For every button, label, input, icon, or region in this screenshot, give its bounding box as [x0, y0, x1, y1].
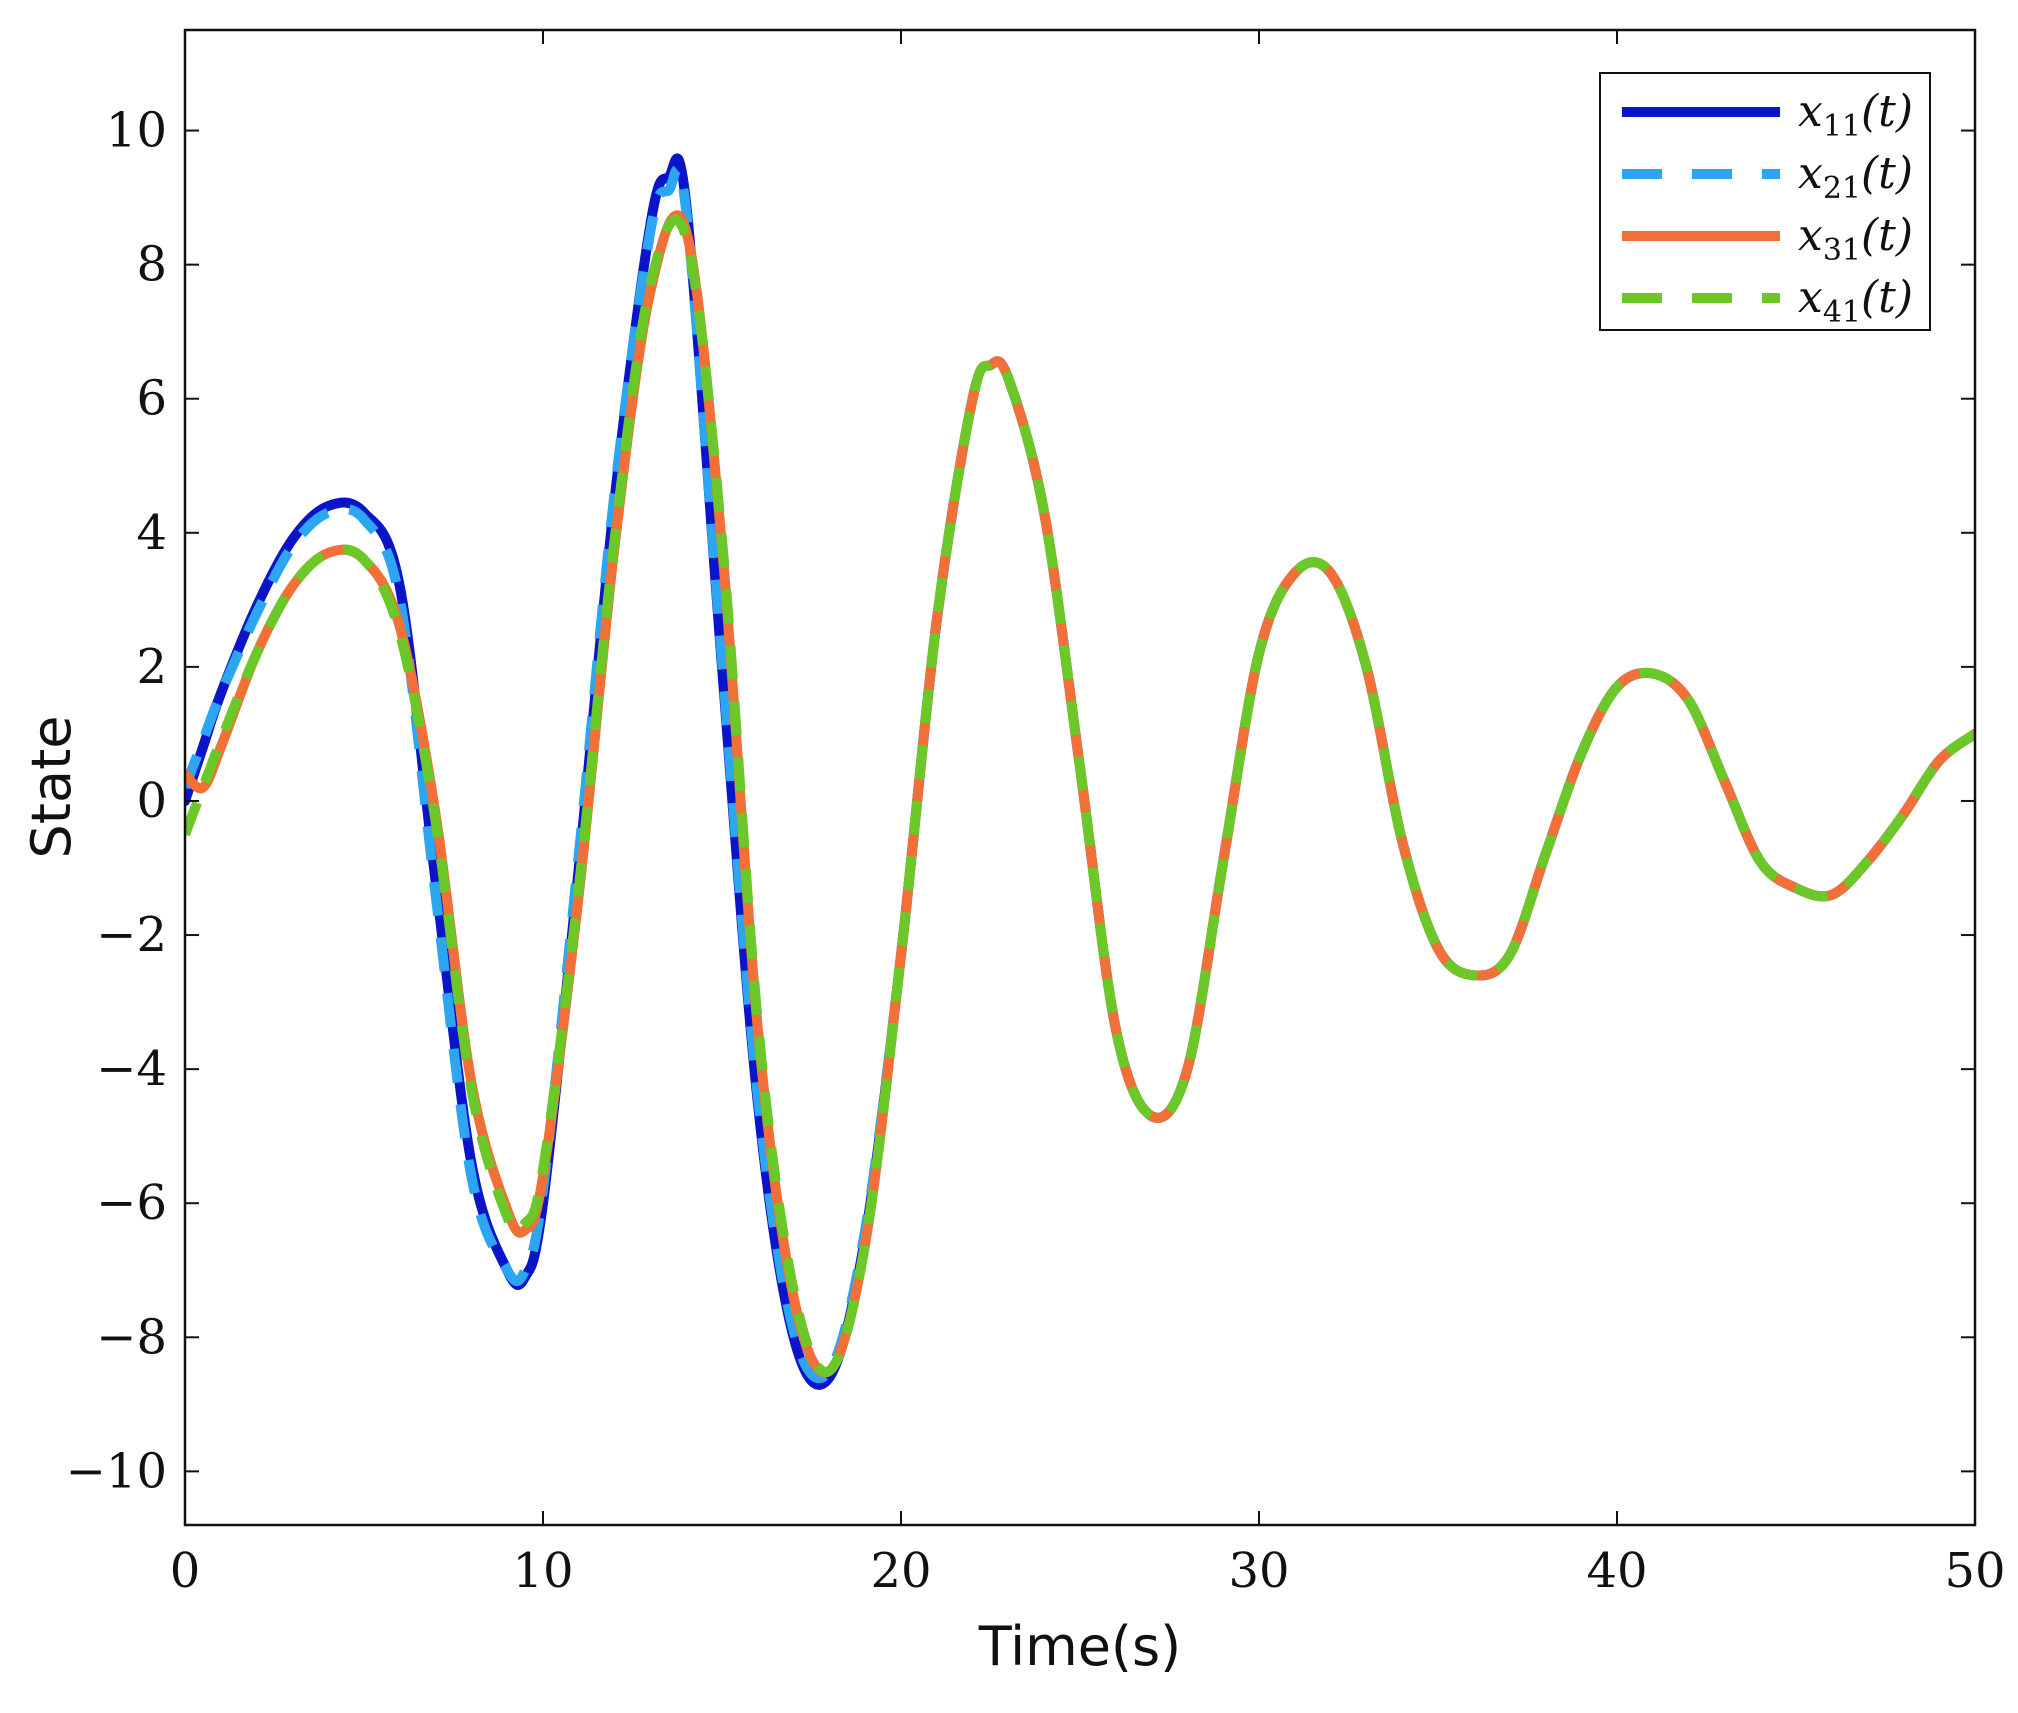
- plot-area-frame: [183, 28, 1977, 1527]
- y-tick-label: −4: [96, 1041, 167, 1097]
- x-axis-title: Time(s): [978, 1615, 1181, 1678]
- y-tick-label: 2: [136, 639, 167, 695]
- legend: x11(t)x21(t)x31(t)x41(t): [1599, 72, 1931, 331]
- legend-label-x21t: x21(t): [1798, 148, 1913, 206]
- y-tick-label: 10: [106, 103, 167, 159]
- legend-label-x11t: x11(t): [1798, 86, 1913, 144]
- y-tick-label: −2: [96, 907, 167, 963]
- y-tick-label: −8: [96, 1309, 167, 1365]
- x-tick-label: 20: [870, 1543, 931, 1599]
- series-line-x31t: [185, 210, 1975, 1378]
- y-axis-title: State: [20, 716, 83, 859]
- y-tick-label: 6: [136, 371, 167, 427]
- x-tick-label: 30: [1228, 1543, 1289, 1599]
- y-tick-label: −6: [96, 1175, 167, 1231]
- x-tick-label: 50: [1944, 1543, 2005, 1599]
- y-tick-label: 8: [136, 237, 167, 293]
- ticks-layer: [184, 30, 1976, 1525]
- x-tick-label: 40: [1586, 1543, 1647, 1599]
- series-line-x41t: [185, 214, 1975, 1377]
- x-tick-label: 0: [170, 1543, 201, 1599]
- series-layer: [185, 153, 1975, 1390]
- legend-label-x41t: x41(t): [1798, 272, 1913, 330]
- x-tick-label: 10: [512, 1543, 573, 1599]
- y-tick-label: −10: [66, 1443, 167, 1499]
- legend-entries: x11(t)x21(t)x31(t)x41(t): [1622, 86, 1913, 330]
- y-tick-label: 0: [136, 773, 167, 829]
- y-tick-label: 4: [136, 505, 167, 561]
- legend-label-x31t: x31(t): [1798, 210, 1913, 268]
